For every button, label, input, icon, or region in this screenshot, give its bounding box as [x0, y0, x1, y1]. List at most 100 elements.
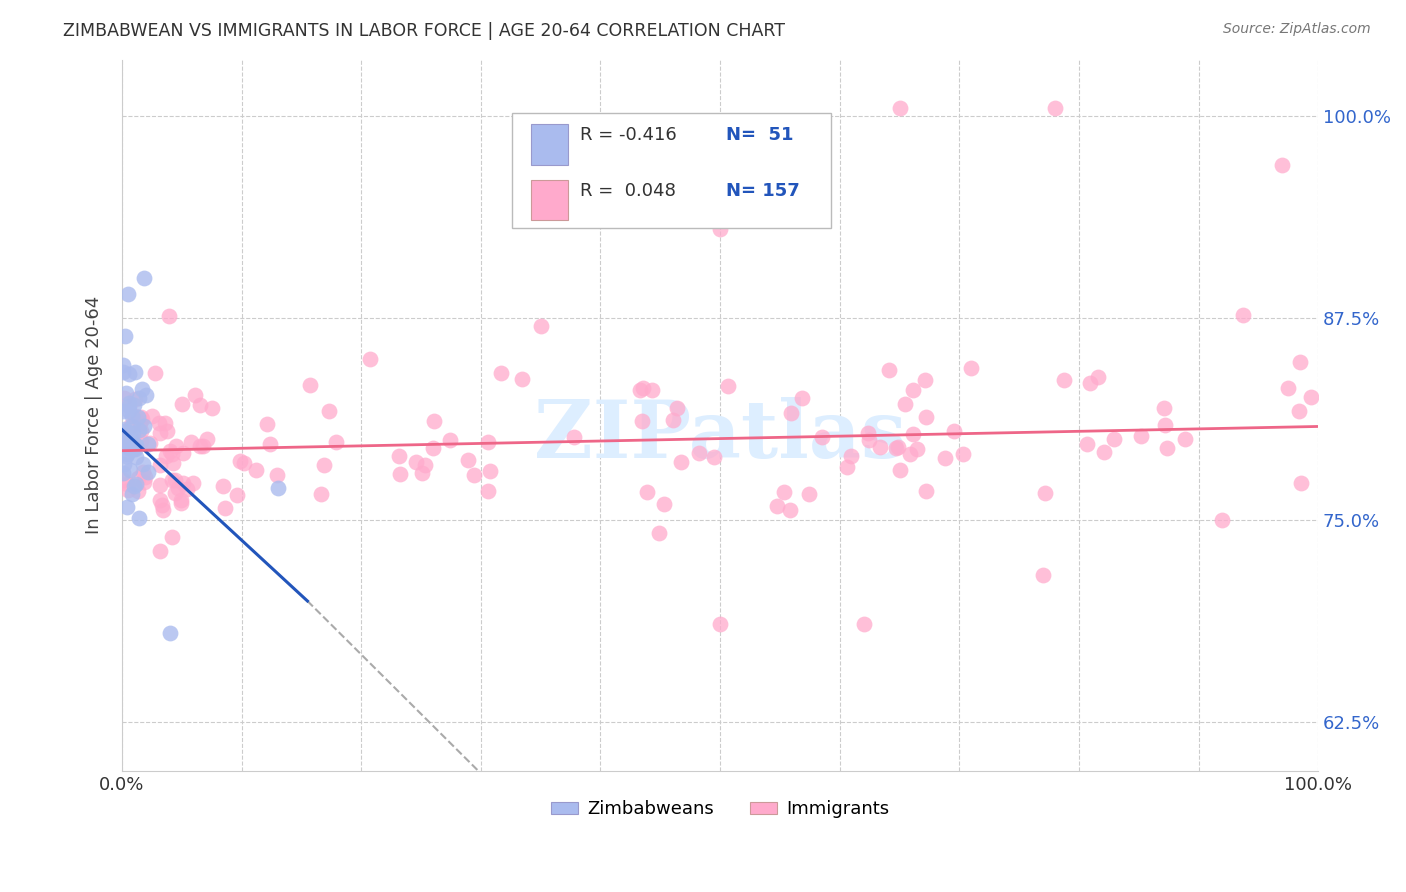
- Point: [887, 441, 910, 455]
- Point: [128, 391, 150, 405]
- Point: [149, 425, 172, 440]
- Point: [155, 424, 177, 438]
- Point: [309, 486, 332, 500]
- Point: [1035, 486, 1057, 500]
- Point: [952, 447, 974, 461]
- Point: [898, 448, 921, 462]
- Point: [117, 399, 139, 413]
- Point: [477, 434, 499, 449]
- Point: [170, 493, 193, 508]
- Point: [128, 423, 150, 437]
- Point: [893, 397, 915, 411]
- Point: [405, 455, 427, 469]
- Point: [134, 469, 156, 483]
- Point: [138, 436, 160, 450]
- Point: [703, 450, 725, 464]
- Point: [1301, 390, 1323, 404]
- Point: [148, 543, 170, 558]
- Point: [121, 442, 143, 457]
- Point: [115, 449, 138, 463]
- Point: [188, 439, 211, 453]
- Point: [112, 358, 135, 372]
- Point: [129, 424, 152, 438]
- Point: [1043, 101, 1066, 115]
- Text: ZIPatlas: ZIPatlas: [534, 398, 907, 475]
- Point: [1289, 476, 1312, 491]
- Point: [709, 616, 731, 631]
- Point: [1156, 441, 1178, 455]
- Point: [131, 412, 153, 426]
- Point: [149, 493, 172, 508]
- Point: [662, 413, 685, 427]
- Point: [124, 477, 146, 491]
- Point: [153, 417, 176, 431]
- Point: [422, 442, 444, 456]
- Point: [901, 426, 924, 441]
- Point: [631, 381, 654, 395]
- Point: [120, 428, 142, 442]
- Point: [799, 487, 821, 501]
- Point: [112, 391, 135, 405]
- Point: [1092, 445, 1115, 459]
- Point: [124, 409, 146, 424]
- Point: [115, 385, 138, 400]
- Point: [457, 453, 479, 467]
- Text: ZIMBABWEAN VS IMMIGRANTS IN LABOR FORCE | AGE 20-64 CORRELATION CHART: ZIMBABWEAN VS IMMIGRANTS IN LABOR FORCE …: [63, 22, 786, 40]
- Point: [134, 419, 156, 434]
- Point: [1152, 820, 1174, 834]
- Point: [325, 435, 347, 450]
- Point: [688, 445, 710, 459]
- Point: [1129, 429, 1152, 443]
- Legend: Zimbabweans, Immigrants: Zimbabweans, Immigrants: [544, 793, 897, 826]
- Point: [298, 378, 321, 392]
- Point: [869, 441, 891, 455]
- Point: [934, 450, 956, 465]
- Point: [127, 484, 149, 499]
- Point: [125, 450, 148, 464]
- Point: [266, 467, 288, 482]
- Point: [112, 366, 135, 380]
- Point: [117, 447, 139, 461]
- Point: [170, 397, 193, 411]
- Point: [359, 352, 381, 367]
- Point: [118, 404, 141, 418]
- Point: [780, 406, 803, 420]
- Point: [463, 467, 485, 482]
- Point: [884, 441, 907, 455]
- Point: [195, 433, 218, 447]
- Point: [810, 430, 832, 444]
- Point: [318, 404, 340, 418]
- Point: [671, 454, 693, 468]
- Point: [1104, 433, 1126, 447]
- Point: [120, 437, 142, 451]
- Point: [176, 482, 198, 496]
- Text: N= 157: N= 157: [727, 182, 800, 200]
- Point: [889, 101, 911, 115]
- Point: [1032, 568, 1054, 582]
- Point: [124, 392, 146, 406]
- Point: [915, 484, 938, 499]
- Point: [155, 449, 177, 463]
- Point: [122, 479, 145, 493]
- Point: [162, 456, 184, 470]
- Point: [165, 439, 187, 453]
- Point: [132, 466, 155, 480]
- Point: [666, 401, 689, 416]
- Point: [256, 417, 278, 431]
- Point: [233, 456, 256, 470]
- Text: R = -0.416: R = -0.416: [581, 127, 676, 145]
- Point: [121, 426, 143, 441]
- Point: [903, 383, 925, 397]
- Point: [125, 438, 148, 452]
- Point: [152, 503, 174, 517]
- Point: [479, 464, 502, 478]
- Point: [162, 447, 184, 461]
- Point: [135, 388, 157, 402]
- Point: [312, 458, 335, 472]
- Point: [188, 398, 211, 412]
- Point: [879, 362, 901, 376]
- Point: [477, 483, 499, 498]
- Text: Source: ZipAtlas.com: Source: ZipAtlas.com: [1223, 22, 1371, 37]
- Point: [637, 485, 659, 500]
- Point: [773, 485, 796, 500]
